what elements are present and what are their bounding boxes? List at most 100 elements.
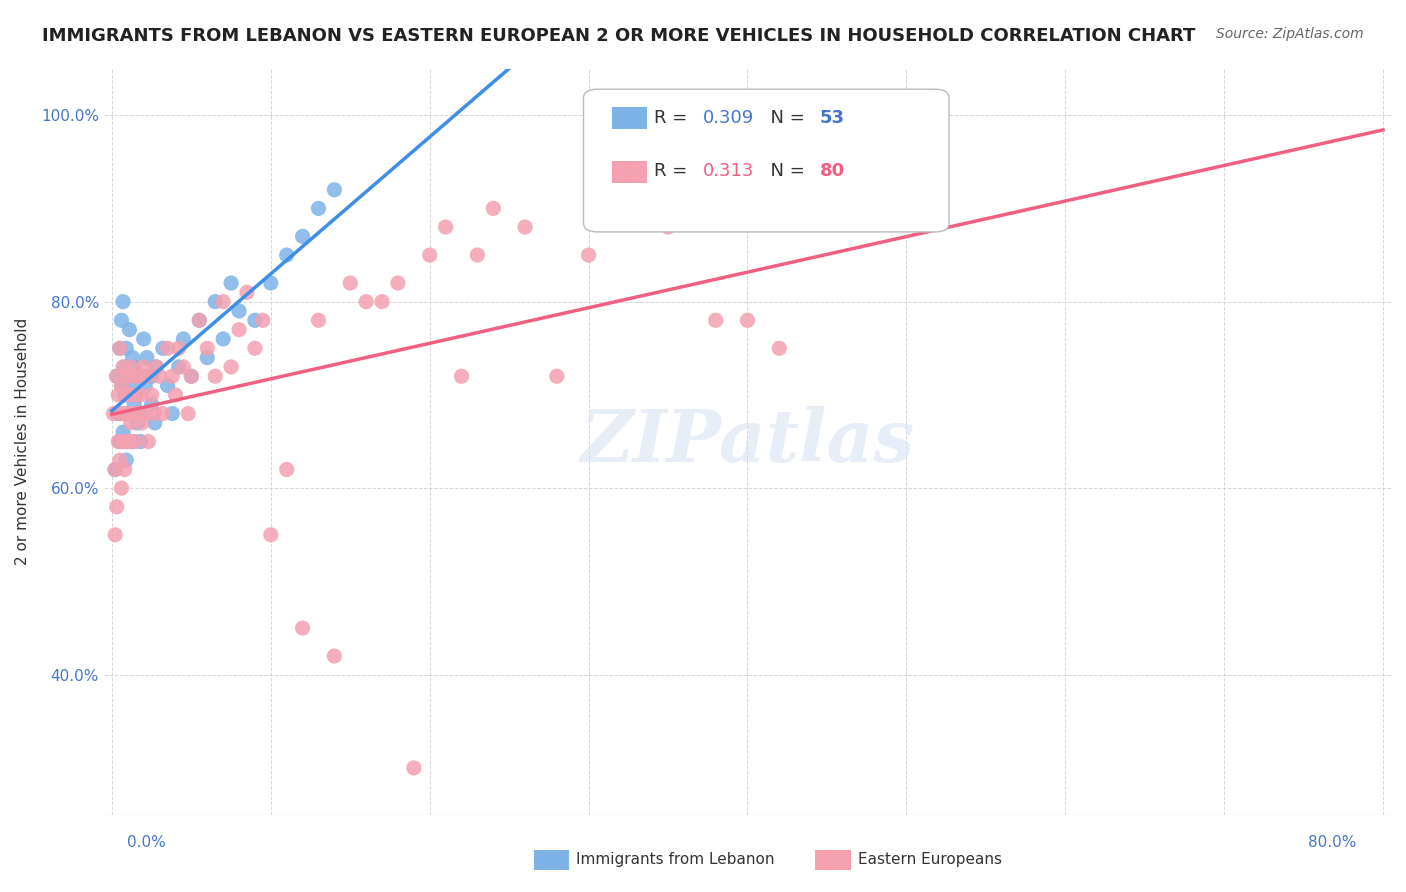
Point <box>117 407 139 421</box>
Point <box>141 388 163 402</box>
Point <box>121 407 143 421</box>
Point <box>180 369 202 384</box>
Point <box>143 416 166 430</box>
Point <box>450 369 472 384</box>
Point <box>114 407 136 421</box>
Point <box>115 341 138 355</box>
Point <box>110 378 132 392</box>
Point <box>402 761 425 775</box>
Point <box>177 407 200 421</box>
Point <box>195 341 218 355</box>
Point <box>737 313 759 327</box>
Y-axis label: 2 or more Vehicles in Household: 2 or more Vehicles in Household <box>15 318 30 566</box>
Point <box>152 341 174 355</box>
Point <box>125 388 148 402</box>
Point <box>120 378 142 392</box>
Point <box>291 621 314 635</box>
Point <box>134 378 156 392</box>
Point <box>162 407 184 421</box>
Text: Source: ZipAtlas.com: Source: ZipAtlas.com <box>1216 27 1364 41</box>
Point <box>243 341 266 355</box>
Point <box>128 369 150 384</box>
Point <box>291 229 314 244</box>
Point <box>204 294 226 309</box>
Point <box>513 220 536 235</box>
Point <box>167 341 190 355</box>
Point <box>118 388 141 402</box>
Point <box>105 369 128 384</box>
Point <box>339 276 361 290</box>
Text: N =: N = <box>759 109 811 127</box>
Text: IMMIGRANTS FROM LEBANON VS EASTERN EUROPEAN 2 OR MORE VEHICLES IN HOUSEHOLD CORR: IMMIGRANTS FROM LEBANON VS EASTERN EUROP… <box>42 27 1195 45</box>
Point <box>112 359 135 374</box>
Point <box>228 304 250 318</box>
Point <box>129 407 152 421</box>
Point <box>657 220 679 235</box>
Point <box>107 434 129 449</box>
Point <box>162 369 184 384</box>
Point <box>127 407 149 421</box>
Point <box>143 407 166 421</box>
Text: R =: R = <box>654 109 693 127</box>
Text: 0.309: 0.309 <box>703 109 754 127</box>
Point <box>219 276 242 290</box>
Point <box>308 202 330 216</box>
Point <box>138 434 160 449</box>
Point <box>125 388 148 402</box>
Point <box>768 341 790 355</box>
Point <box>135 351 157 365</box>
Point <box>308 313 330 327</box>
Point <box>152 407 174 421</box>
Point <box>114 359 136 374</box>
Point <box>115 407 138 421</box>
Point <box>104 462 127 476</box>
Point <box>108 341 131 355</box>
Point <box>110 313 132 327</box>
Text: 0.0%: 0.0% <box>127 836 166 850</box>
Point <box>145 359 167 374</box>
Point <box>141 369 163 384</box>
Point <box>121 434 143 449</box>
Point <box>107 407 129 421</box>
Point <box>125 434 148 449</box>
Point <box>115 434 138 449</box>
Point <box>546 369 568 384</box>
Point <box>108 341 131 355</box>
Point <box>252 313 274 327</box>
Text: Immigrants from Lebanon: Immigrants from Lebanon <box>576 853 775 867</box>
Point <box>134 407 156 421</box>
Point <box>108 453 131 467</box>
Point <box>117 434 139 449</box>
Point <box>704 313 727 327</box>
Point <box>276 248 298 262</box>
Point <box>188 313 211 327</box>
Point <box>165 388 187 402</box>
Point <box>141 397 163 411</box>
Point <box>129 388 152 402</box>
Point <box>112 425 135 440</box>
Point <box>112 434 135 449</box>
Point <box>167 359 190 374</box>
Text: N =: N = <box>759 162 811 180</box>
Text: 0.313: 0.313 <box>703 162 755 180</box>
Point <box>228 323 250 337</box>
Point <box>276 462 298 476</box>
Point <box>195 351 218 365</box>
Point <box>482 202 505 216</box>
Point <box>236 285 259 300</box>
Point <box>145 359 167 374</box>
Point <box>131 416 153 430</box>
Point <box>121 351 143 365</box>
Point <box>118 323 141 337</box>
Point <box>118 407 141 421</box>
Point <box>128 369 150 384</box>
Point <box>122 397 145 411</box>
Point <box>387 276 409 290</box>
Text: Eastern Europeans: Eastern Europeans <box>858 853 1001 867</box>
Text: R =: R = <box>654 162 693 180</box>
Point <box>354 294 377 309</box>
Point <box>105 369 128 384</box>
Point <box>103 407 125 421</box>
Point <box>118 434 141 449</box>
Point <box>120 359 142 374</box>
